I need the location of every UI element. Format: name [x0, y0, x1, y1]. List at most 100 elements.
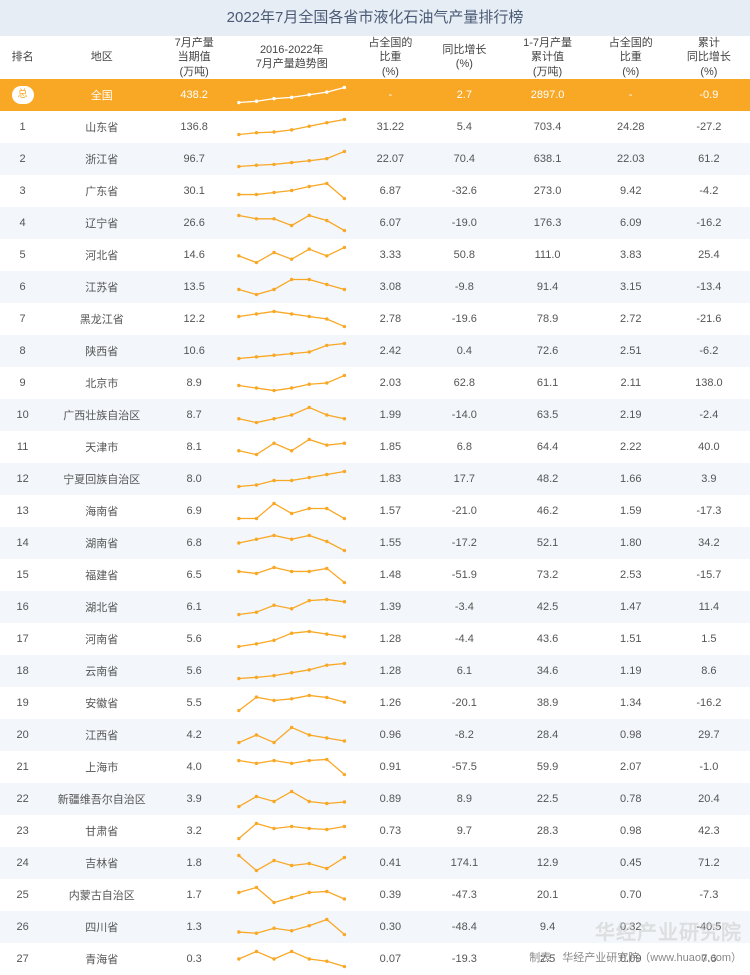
trend-cell — [230, 847, 353, 879]
cumulative-cell: 61.1 — [501, 367, 593, 399]
july-output-cell: 26.6 — [158, 207, 230, 239]
share-cum-cell: 2.53 — [594, 559, 668, 591]
cumulative-cell: 43.6 — [501, 623, 593, 655]
share-july-cell: 1.57 — [353, 495, 427, 527]
trend-cell — [230, 815, 353, 847]
july-output-cell: 8.9 — [158, 367, 230, 399]
sparkline — [230, 209, 353, 237]
share-july-cell: 0.91 — [353, 751, 427, 783]
yoy-cell: -32.6 — [427, 175, 501, 207]
cum-yoy-cell: -16.2 — [668, 687, 750, 719]
rank-cell: 17 — [0, 623, 45, 655]
cum-yoy-cell: 40.0 — [668, 431, 750, 463]
region-cell: 湖南省 — [45, 527, 158, 559]
rank-cell: 4 — [0, 207, 45, 239]
share-july-cell: 2.03 — [353, 367, 427, 399]
share-july-cell: 0.07 — [353, 943, 427, 975]
rank-cell: 总 — [0, 79, 45, 111]
table-row: 11天津市8.11.856.864.42.2240.0 — [0, 431, 750, 463]
watermark: 华经产业研究院 — [595, 916, 742, 945]
share-cum-cell: 1.34 — [594, 687, 668, 719]
share-cum-cell: 1.59 — [594, 495, 668, 527]
region-cell: 广西壮族自治区 — [45, 399, 158, 431]
july-output-cell: 1.8 — [158, 847, 230, 879]
page-title: 2022年7月全国各省市液化石油气产量排行榜 — [0, 0, 750, 36]
yoy-cell: 9.7 — [427, 815, 501, 847]
yoy-cell: 6.1 — [427, 655, 501, 687]
cumulative-cell: 48.2 — [501, 463, 593, 495]
sparkline — [230, 529, 353, 557]
yoy-cell: -19.0 — [427, 207, 501, 239]
share-cum-cell: 1.66 — [594, 463, 668, 495]
yoy-cell: -19.3 — [427, 943, 501, 975]
july-output-cell: 12.2 — [158, 303, 230, 335]
table-row: 10广西壮族自治区8.71.99-14.063.52.19-2.4 — [0, 399, 750, 431]
cumulative-cell: 38.9 — [501, 687, 593, 719]
table-row: 17河南省5.61.28-4.443.61.511.5 — [0, 623, 750, 655]
share-july-cell: 1.28 — [353, 655, 427, 687]
cumulative-cell: 91.4 — [501, 271, 593, 303]
share-july-cell: 1.39 — [353, 591, 427, 623]
region-cell: 山东省 — [45, 111, 158, 143]
cumulative-cell: 63.5 — [501, 399, 593, 431]
share-july-cell: 3.08 — [353, 271, 427, 303]
col-header-0: 排名 — [0, 36, 45, 79]
share-july-cell: 0.73 — [353, 815, 427, 847]
share-cum-cell: 0.45 — [594, 847, 668, 879]
trend-cell — [230, 591, 353, 623]
july-output-cell: 5.5 — [158, 687, 230, 719]
trend-cell — [230, 239, 353, 271]
july-output-cell: 14.6 — [158, 239, 230, 271]
col-header-6: 1-7月产量累计值(万吨) — [501, 36, 593, 79]
table-row: 1山东省136.831.225.4703.424.28-27.2 — [0, 111, 750, 143]
cumulative-cell: 73.2 — [501, 559, 593, 591]
sparkline — [230, 689, 353, 717]
region-cell: 河南省 — [45, 623, 158, 655]
share-july-cell: 2.78 — [353, 303, 427, 335]
share-july-cell: 6.07 — [353, 207, 427, 239]
july-output-cell: 136.8 — [158, 111, 230, 143]
yoy-cell: -19.6 — [427, 303, 501, 335]
trend-cell — [230, 623, 353, 655]
july-output-cell: 4.2 — [158, 719, 230, 751]
cumulative-cell: 703.4 — [501, 111, 593, 143]
region-cell: 四川省 — [45, 911, 158, 943]
region-cell: 安徽省 — [45, 687, 158, 719]
share-cum-cell: 0.70 — [594, 879, 668, 911]
cumulative-cell: 22.5 — [501, 783, 593, 815]
sparkline — [230, 625, 353, 653]
share-cum-cell: 9.42 — [594, 175, 668, 207]
share-cum-cell: 2.19 — [594, 399, 668, 431]
table-row: 23甘肃省3.20.739.728.30.9842.3 — [0, 815, 750, 847]
share-july-cell: 2.42 — [353, 335, 427, 367]
yoy-cell: -47.3 — [427, 879, 501, 911]
rank-cell: 19 — [0, 687, 45, 719]
share-cum-cell: 2.07 — [594, 751, 668, 783]
share-cum-cell: 1.47 — [594, 591, 668, 623]
july-output-cell: 30.1 — [158, 175, 230, 207]
yoy-cell: 8.9 — [427, 783, 501, 815]
sparkline — [230, 817, 353, 845]
region-cell: 黑龙江省 — [45, 303, 158, 335]
share-july-cell: 1.28 — [353, 623, 427, 655]
trend-cell — [230, 783, 353, 815]
cum-yoy-cell: 34.2 — [668, 527, 750, 559]
cumulative-cell: 59.9 — [501, 751, 593, 783]
rank-cell: 10 — [0, 399, 45, 431]
cumulative-cell: 2897.0 — [501, 79, 593, 111]
region-cell: 河北省 — [45, 239, 158, 271]
share-cum-cell: 22.03 — [594, 143, 668, 175]
sparkline — [230, 177, 353, 205]
region-cell: 甘肃省 — [45, 815, 158, 847]
share-july-cell: 22.07 — [353, 143, 427, 175]
rank-cell: 1 — [0, 111, 45, 143]
region-cell: 青海省 — [45, 943, 158, 975]
region-cell: 湖北省 — [45, 591, 158, 623]
cumulative-cell: 20.1 — [501, 879, 593, 911]
cum-yoy-cell: 29.7 — [668, 719, 750, 751]
cumulative-cell: 34.6 — [501, 655, 593, 687]
yoy-cell: 50.8 — [427, 239, 501, 271]
trend-cell — [230, 655, 353, 687]
yoy-cell: -20.1 — [427, 687, 501, 719]
share-cum-cell: 3.15 — [594, 271, 668, 303]
